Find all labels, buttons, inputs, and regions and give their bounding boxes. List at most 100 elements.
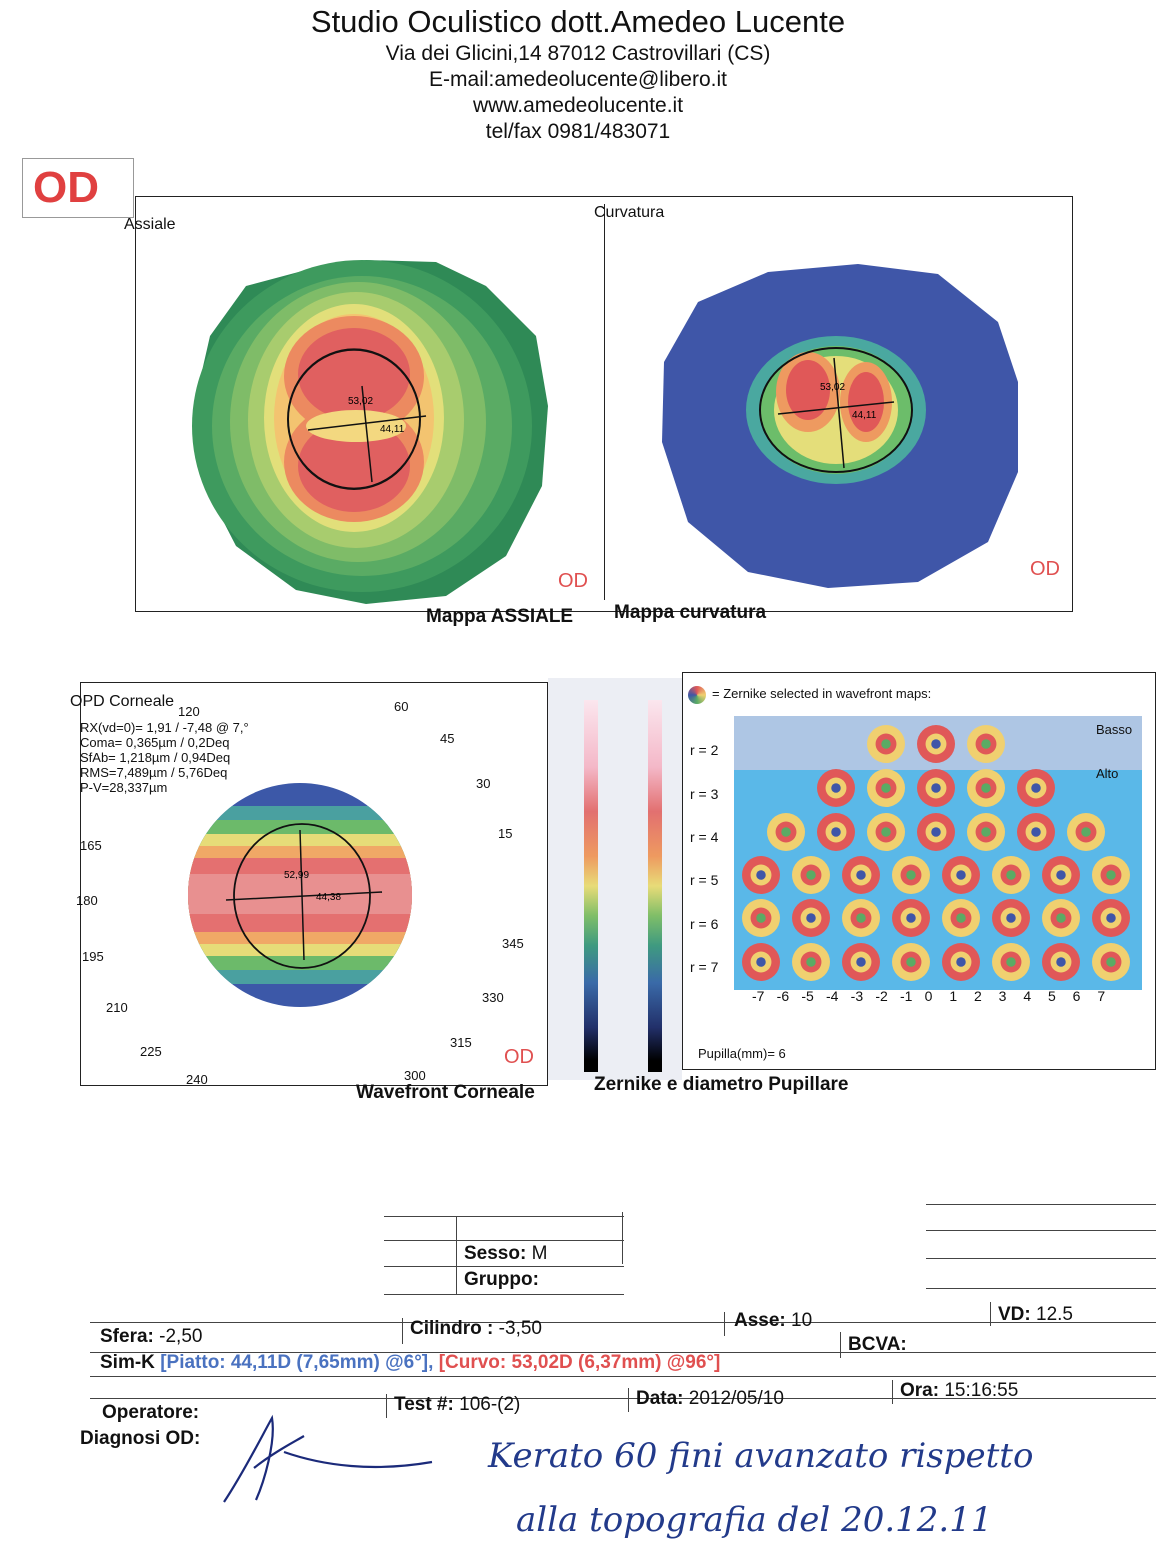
zernike-mode-circle xyxy=(992,856,1030,894)
zernike-mode-circle xyxy=(942,899,980,937)
zernike-axis-label: 0 xyxy=(924,988,933,1004)
zernike-mode-circle xyxy=(892,899,930,937)
zernike-axis-label: 1 xyxy=(949,988,958,1004)
angle-195: 195 xyxy=(82,949,104,964)
zernike-mode-circle xyxy=(917,769,955,807)
zernike-mode-circle xyxy=(992,943,1030,981)
zernike-mode-circle xyxy=(867,769,905,807)
curvature-map-caption: Mappa curvatura xyxy=(614,602,767,623)
simk-field: Sim-K [Piatto: 44,11D (7,65mm) @6°], [Cu… xyxy=(100,1352,721,1373)
zernike-mode-circle xyxy=(917,725,955,763)
table-line xyxy=(926,1258,1156,1259)
zernike-mode-circle xyxy=(792,899,830,937)
curvature-map-label: Curvatura xyxy=(594,204,665,221)
angle-60: 60 xyxy=(394,699,409,714)
sex-field: Sesso: M xyxy=(464,1243,548,1264)
angle-225: 225 xyxy=(140,1044,162,1059)
zernike-mode-circle xyxy=(742,856,780,894)
angle-45: 45 xyxy=(440,731,455,746)
wavefront-eye-tag: OD xyxy=(504,1046,534,1068)
zernike-mode-circle xyxy=(842,856,880,894)
diagnosis-label: Diagnosi OD: xyxy=(80,1428,201,1449)
maps-divider xyxy=(604,204,605,600)
cylinder-value: -3,50 xyxy=(498,1318,542,1339)
table-line xyxy=(926,1230,1156,1231)
opd-line-rx: RX(vd=0)= 1,91 / -7,48 @ 7,° xyxy=(80,720,249,735)
angle-240: 240 xyxy=(186,1072,208,1087)
sphere-field: Sfera: -2,50 xyxy=(100,1326,203,1347)
zernike-caption: Zernike e diametro Pupillare xyxy=(594,1074,849,1095)
zernike-axis-label: 3 xyxy=(998,988,1007,1004)
table-line xyxy=(926,1204,1156,1205)
zernike-mode-circle xyxy=(1042,856,1080,894)
axial-center-value: 53,02 xyxy=(348,396,373,407)
simk-flat: [Piatto: 44,11D (7,65mm) @6°], xyxy=(160,1352,434,1373)
clinic-title: Studio Oculistico dott.Amedeo Lucente xyxy=(310,4,846,39)
table-line xyxy=(384,1240,624,1241)
zernike-mode-circle xyxy=(1042,943,1080,981)
time-field: Ora: 15:16:55 xyxy=(900,1380,1019,1401)
color-scale xyxy=(548,678,682,1080)
table-line xyxy=(90,1398,1156,1399)
clinic-website: www.amedeolucente.it xyxy=(472,94,684,117)
zernike-axis-label: -7 xyxy=(752,988,765,1004)
vd-field: VD: 12.5 xyxy=(998,1304,1073,1325)
zernike-axis-label: -1 xyxy=(900,988,913,1004)
zernike-axis-label: 6 xyxy=(1072,988,1081,1004)
handwritten-diagnosis-line1: Kerato 60 fini avanzato rispetto xyxy=(488,1436,1034,1476)
axis-field: Asse: 10 xyxy=(734,1310,813,1331)
opd-line-rms: RMS=7,489µm / 5,76Deq xyxy=(80,765,228,780)
zernike-legend-icon xyxy=(688,686,706,704)
zernike-mode-circle xyxy=(992,899,1030,937)
axial-map-caption: Mappa ASSIALE xyxy=(426,606,574,627)
zernike-mode-circle xyxy=(942,856,980,894)
zernike-axis-label: 2 xyxy=(974,988,982,1004)
curvature-eye-tag: OD xyxy=(1030,558,1060,580)
test-field: Test #: 106-(2) xyxy=(394,1394,521,1415)
table-line xyxy=(402,1318,403,1344)
table-line xyxy=(90,1322,1156,1323)
zernike-order-7: r = 7 xyxy=(690,959,719,975)
zernike-mode-circle xyxy=(892,856,930,894)
bcva-field: BCVA: xyxy=(848,1334,907,1355)
zernike-mode-circle xyxy=(967,725,1005,763)
zernike-mode-circle xyxy=(1092,943,1130,981)
zernike-mode-circle xyxy=(767,813,805,851)
table-line xyxy=(90,1352,1156,1353)
angle-30: 30 xyxy=(476,776,491,791)
date-value: 2012/05/10 xyxy=(688,1388,784,1409)
opd-line-sfab: SfAb= 1,218µm / 0,94Deq xyxy=(80,750,231,765)
zernike-low-label: Basso xyxy=(1096,722,1133,737)
zernike-legend-text: = Zernike selected in wavefront maps: xyxy=(712,686,932,701)
zernike-axis-label: 7 xyxy=(1097,988,1106,1004)
angle-210: 210 xyxy=(106,1000,128,1015)
zernike-order-4: r = 4 xyxy=(690,829,719,845)
curvature-center-value: 53,02 xyxy=(820,382,845,393)
zernike-mode-circle xyxy=(892,943,930,981)
simk-steep: [Curvo: 53,02D (6,37mm) @96°] xyxy=(438,1352,721,1373)
axial-map-label: Assiale xyxy=(124,216,176,233)
table-line xyxy=(926,1288,1156,1289)
zernike-mode-circle xyxy=(842,943,880,981)
angle-120: 120 xyxy=(178,704,200,719)
zernike-axis: -7 -6 -5 -4 -3 -2 -1 0 1 2 3 4 5 6 7 xyxy=(752,988,1122,1008)
zernike-order-5: r = 5 xyxy=(690,872,719,888)
table-line xyxy=(892,1380,893,1404)
sphere-value: -2,50 xyxy=(159,1326,203,1347)
axial-flat-value: 44,11 xyxy=(380,424,405,435)
table-line xyxy=(622,1212,623,1264)
zernike-mode-circle xyxy=(1092,856,1130,894)
angle-15: 15 xyxy=(498,826,513,841)
zernike-mode-circle xyxy=(1042,899,1080,937)
zernike-mode-circle xyxy=(817,813,855,851)
zernike-order-3: r = 3 xyxy=(690,786,719,802)
operator-field: Operatore: xyxy=(102,1402,200,1423)
angle-165: 165 xyxy=(80,838,102,853)
handwritten-diagnosis-line2: alla topografia del 20.12.11 xyxy=(516,1500,993,1540)
zernike-mode-circle xyxy=(867,813,905,851)
wavefront-map: 52,99 44,38 xyxy=(188,783,412,1007)
table-line xyxy=(990,1302,991,1326)
axial-map: 53,02 44,11 xyxy=(192,260,548,604)
pupil-diameter: Pupilla(mm)= 6 xyxy=(698,1046,786,1061)
zernike-mode-circle xyxy=(967,813,1005,851)
